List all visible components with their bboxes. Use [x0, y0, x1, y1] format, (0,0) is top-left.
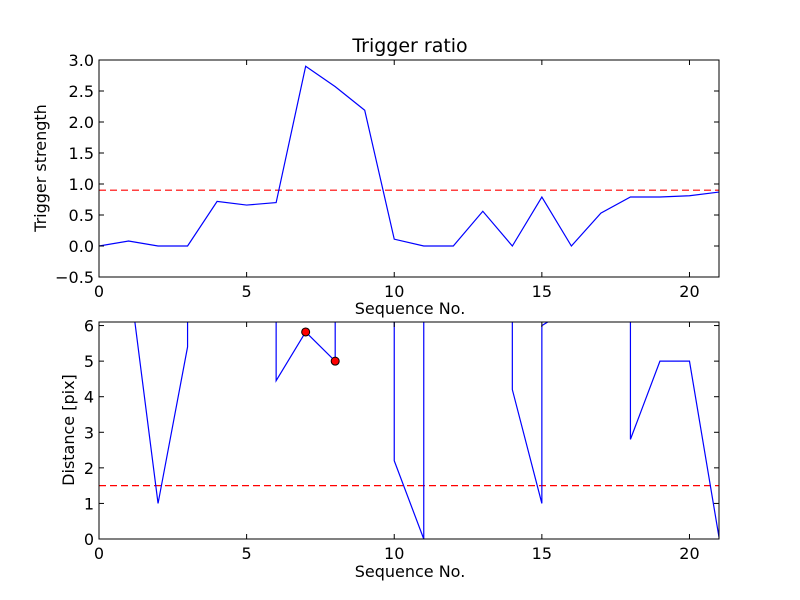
- y-tick-label: 0.5: [69, 206, 94, 225]
- axes-frame-top: [98, 59, 720, 278]
- y-tick-label: 0.0: [69, 237, 94, 256]
- y-tick-label: −0.5: [55, 268, 94, 287]
- y-tick-label: 1.5: [69, 144, 94, 163]
- y-tick-label: 2.5: [69, 82, 94, 101]
- x-tick-label: 5: [242, 544, 252, 563]
- series-line: [134, 322, 719, 539]
- y-tick-label: 4: [84, 388, 94, 407]
- x-axis-label-top: Sequence No.: [355, 299, 466, 318]
- axes-frame-bottom: [98, 321, 720, 540]
- ticks-bottom: 0 5 10 15 20 0 1 2 3 4 5 6: [84, 317, 719, 563]
- x-tick-label: 10: [384, 282, 404, 301]
- x-tick-label: 10: [384, 544, 404, 563]
- y-tick-label: 1.0: [69, 175, 94, 194]
- y-tick-label: 2: [84, 459, 94, 478]
- x-tick-label: 20: [679, 282, 699, 301]
- series-line: [99, 65, 719, 248]
- y-tick-label: 0: [84, 530, 94, 549]
- y-tick-label: 3: [84, 423, 94, 442]
- x-tick-label: 5: [242, 282, 252, 301]
- trigger-ratio-plot: Trigger ratio 0 5 10 15 20 −0.5 0.0 0.5 1.0 1.5 2.…: [31, 35, 720, 318]
- y-tick-label: 5: [84, 352, 94, 371]
- ticks-top: 0 5 10 15 20 −0.5 0.0 0.5 1.0 1.5 2.0 2.5 3.0: [55, 51, 719, 301]
- x-tick-label: 15: [532, 282, 552, 301]
- data-point-marker: [330, 356, 340, 366]
- y-axis-label-bottom: Distance [pix]: [59, 374, 78, 486]
- x-tick-label: 15: [532, 544, 552, 563]
- x-tick-label: 0: [94, 282, 104, 301]
- y-tick-label: 1: [84, 494, 94, 513]
- y-tick-label: 2.0: [69, 113, 94, 132]
- y-axis-label-top: Trigger strength: [31, 104, 50, 233]
- plot-area-top: [99, 65, 719, 248]
- x-tick-label: 20: [679, 544, 699, 563]
- x-axis-label-bottom: Sequence No.: [355, 562, 466, 581]
- y-tick-label: 6: [84, 317, 94, 336]
- distance-plot: 0 5 10 15 20 0 1 2 3 4 5 6 Sequence No. Distance [p…: [59, 317, 720, 581]
- y-tick-label: 3.0: [69, 51, 94, 70]
- x-tick-label: 0: [94, 544, 104, 563]
- plot-area-bottom: [99, 322, 719, 539]
- data-point-marker: [301, 327, 311, 337]
- chart-title: Trigger ratio: [351, 35, 467, 57]
